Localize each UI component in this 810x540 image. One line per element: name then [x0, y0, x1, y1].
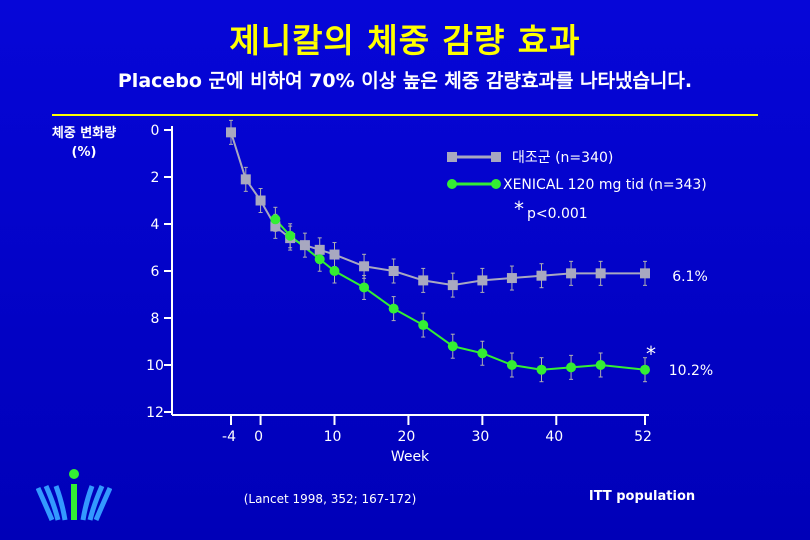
- data-point-xenical: [566, 362, 577, 373]
- brand-logo: [36, 469, 112, 521]
- significance-star-legend: *: [514, 197, 524, 221]
- data-point-placebo: [640, 268, 650, 279]
- legend-marker-1: [491, 179, 501, 189]
- y-tick-label: 10: [146, 358, 164, 374]
- citation: (Lancet 1998, 352; 167-172): [244, 492, 417, 506]
- data-point-placebo: [270, 221, 281, 232]
- data-point-placebo: [477, 275, 488, 286]
- data-point-xenical: [314, 254, 325, 265]
- data-point-xenical: [536, 364, 547, 375]
- end-label-placebo: 6.1%: [672, 269, 708, 285]
- x-tick-label: -4: [222, 429, 236, 445]
- data-point-xenical: [388, 303, 399, 314]
- x-tick-label: 30: [471, 429, 489, 445]
- data-point-placebo: [566, 268, 577, 279]
- x-tick-label: 20: [398, 429, 416, 445]
- data-point-xenical: [359, 282, 370, 293]
- data-point-placebo: [388, 266, 399, 276]
- x-tick-label: 0: [254, 429, 263, 445]
- x-tick-label: 10: [324, 429, 342, 445]
- y-tick-label: 8: [151, 311, 160, 327]
- significance-star-endpoint: *: [646, 342, 656, 366]
- x-axis-label: Week: [391, 449, 430, 465]
- data-point-placebo: [240, 174, 251, 185]
- data-point-xenical: [418, 320, 429, 331]
- legend-marker-1: [447, 179, 457, 189]
- y-axis-label-line1: 체중 변화량: [52, 125, 116, 141]
- data-point-xenical: [506, 360, 517, 370]
- data-point-xenical: [329, 266, 340, 276]
- data-point-placebo: [418, 275, 429, 286]
- significance-text: p<0.001: [527, 206, 588, 222]
- series-lines: [230, 132, 646, 371]
- data-point-placebo: [255, 195, 266, 206]
- legend-marker-0: [491, 152, 501, 162]
- data-point-placebo: [314, 244, 325, 255]
- data-point-xenical: [477, 348, 488, 359]
- data-point-xenical: [447, 341, 458, 352]
- chart-axes: 0 2 4 6 8 10 12 -4 0 10 20 30 40 52: [146, 123, 652, 445]
- legend-marker-0: [447, 152, 457, 162]
- data-point-placebo: [299, 240, 310, 251]
- data-point-placebo: [226, 127, 236, 138]
- page-title: 제니칼의 체중 감량 효과: [229, 21, 581, 60]
- y-tick-label: 4: [151, 217, 160, 233]
- data-point-placebo: [359, 261, 370, 272]
- data-point-placebo: [506, 273, 517, 284]
- y-tick-label: 2: [151, 170, 160, 186]
- legend-label-0: 대조군 (n=340): [512, 150, 613, 166]
- legend-label-1: XENICAL 120 mg tid (n=343): [503, 177, 707, 193]
- data-point-placebo: [447, 280, 458, 291]
- x-tick-label: 52: [634, 429, 652, 445]
- series-line-1: [274, 218, 646, 371]
- x-tick-label: 40: [545, 429, 563, 445]
- data-point-xenical: [640, 364, 650, 375]
- y-tick-label: 0: [151, 123, 160, 139]
- data-point-placebo: [536, 270, 547, 281]
- y-tick-label: 6: [151, 264, 160, 280]
- data-point-placebo: [595, 268, 606, 279]
- data-point-xenical: [285, 230, 296, 241]
- page-subtitle: Placebo 군에 비하여 70% 이상 높은 체중 감량효과를 나타냈습니다…: [117, 70, 693, 92]
- y-axis-label-line2: (%): [72, 145, 97, 160]
- population-note: ITT population: [589, 489, 695, 504]
- series-markers: [226, 127, 650, 375]
- end-label-xenical: 10.2%: [669, 363, 713, 379]
- data-point-xenical: [270, 214, 281, 225]
- data-point-xenical: [595, 360, 606, 370]
- title-divider: [52, 114, 758, 116]
- chart-legend: 대조군 (n=340) XENICAL 120 mg tid (n=343): [447, 150, 707, 193]
- data-point-placebo: [329, 249, 340, 260]
- y-tick-label: 12: [146, 405, 164, 421]
